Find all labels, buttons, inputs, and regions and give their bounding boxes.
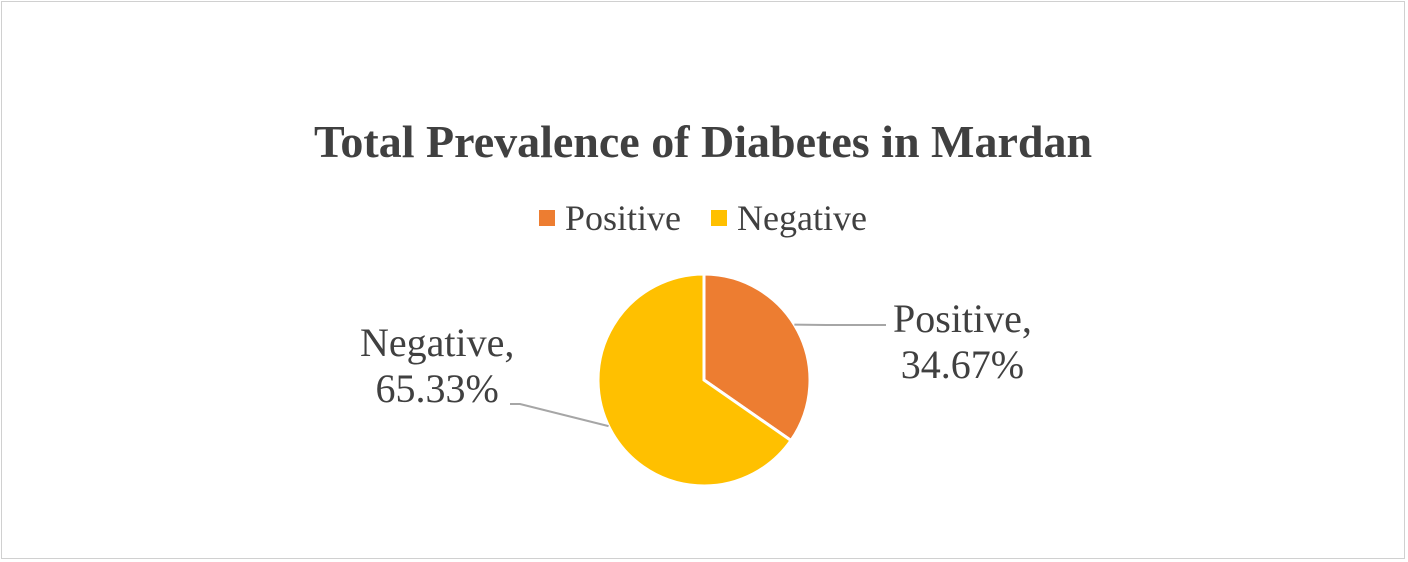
legend-swatch-negative	[711, 210, 728, 226]
chart-title: Total Prevalence of Diabetes in Mardan	[313, 116, 1093, 167]
legend-swatch-positive	[539, 210, 556, 226]
legend-entry-positive: Positive	[539, 194, 681, 242]
data-label-negative-name: Negative	[360, 320, 505, 365]
legend: Positive Negative	[0, 194, 1406, 242]
legend-label-negative: Negative	[737, 198, 867, 238]
legend-entry-negative: Negative	[711, 194, 867, 242]
data-label-negative: Negative, 65.33%	[360, 320, 515, 411]
data-label-positive-name: Positive	[893, 296, 1022, 341]
data-label-negative-value: 65.33%	[375, 366, 499, 411]
data-label-positive-value: 34.67%	[900, 342, 1025, 387]
pie-slice-positive	[702, 272, 812, 443]
leader-line-negative	[510, 403, 609, 428]
pie-slice-negative	[596, 272, 794, 488]
legend-label-positive: Positive	[565, 198, 682, 238]
data-label-positive: Positive, 34.67%	[893, 296, 1032, 387]
